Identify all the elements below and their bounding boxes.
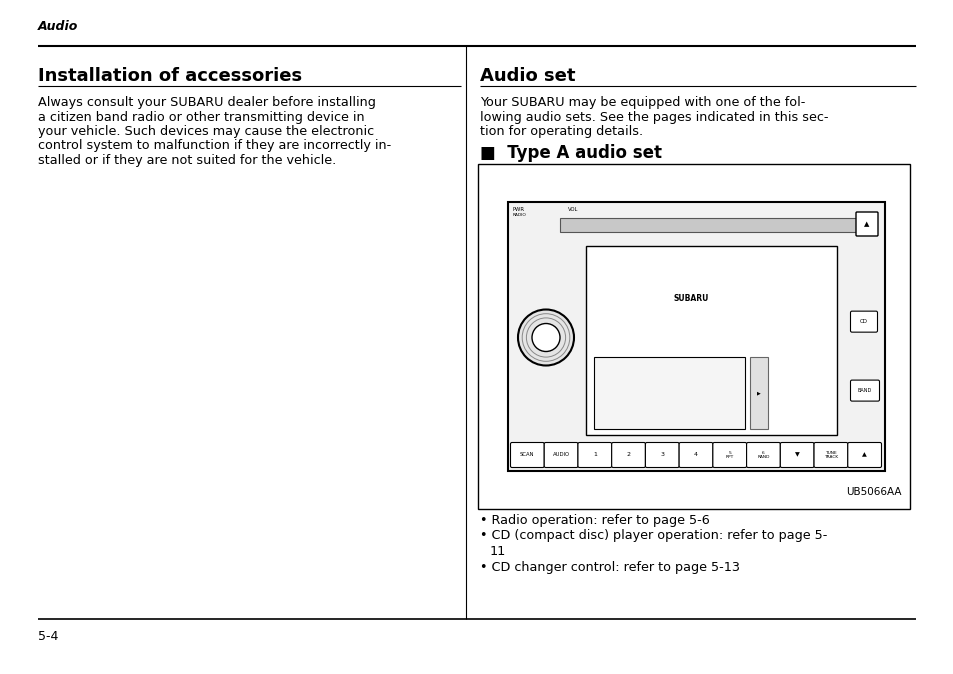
FancyBboxPatch shape <box>855 212 877 236</box>
Text: 11: 11 <box>490 545 506 558</box>
Text: Audio: Audio <box>38 20 78 33</box>
Text: BAND: BAND <box>857 388 871 393</box>
FancyBboxPatch shape <box>679 443 712 468</box>
Text: ■  Type A audio set: ■ Type A audio set <box>479 144 661 162</box>
Text: 3: 3 <box>659 452 663 458</box>
Text: Installation of accessories: Installation of accessories <box>38 67 302 85</box>
FancyBboxPatch shape <box>578 443 611 468</box>
Text: 1: 1 <box>592 452 597 458</box>
Text: AUDIO: AUDIO <box>552 452 569 458</box>
FancyBboxPatch shape <box>847 443 881 468</box>
FancyBboxPatch shape <box>780 443 813 468</box>
FancyBboxPatch shape <box>850 311 877 332</box>
Text: UB5066AA: UB5066AA <box>845 487 901 497</box>
Text: 6
RAND: 6 RAND <box>757 451 769 459</box>
Text: ▲: ▲ <box>862 452 866 458</box>
Text: lowing audio sets. See the pages indicated in this sec-: lowing audio sets. See the pages indicat… <box>479 111 827 123</box>
Text: Always consult your SUBARU dealer before installing: Always consult your SUBARU dealer before… <box>38 96 375 109</box>
Text: tion for operating details.: tion for operating details. <box>479 125 642 138</box>
FancyBboxPatch shape <box>543 443 578 468</box>
Text: SUBARU: SUBARU <box>673 295 708 303</box>
FancyBboxPatch shape <box>813 443 847 468</box>
Text: 2: 2 <box>626 452 630 458</box>
FancyBboxPatch shape <box>712 443 746 468</box>
Circle shape <box>532 324 559 352</box>
Text: TUNE
TRACK: TUNE TRACK <box>823 451 837 459</box>
Text: stalled or if they are not suited for the vehicle.: stalled or if they are not suited for th… <box>38 154 335 167</box>
FancyBboxPatch shape <box>510 443 543 468</box>
Bar <box>507 202 884 471</box>
Text: ▲: ▲ <box>863 221 869 227</box>
Bar <box>585 246 836 435</box>
Bar <box>559 218 864 232</box>
Text: 5-4: 5-4 <box>38 630 58 643</box>
FancyBboxPatch shape <box>611 443 645 468</box>
Text: Audio set: Audio set <box>479 67 575 85</box>
FancyBboxPatch shape <box>749 357 767 429</box>
Text: PWR: PWR <box>513 207 524 212</box>
Text: your vehicle. Such devices may cause the electronic: your vehicle. Such devices may cause the… <box>38 125 374 138</box>
Text: 5
RPT: 5 RPT <box>725 451 733 459</box>
Text: a citizen band radio or other transmitting device in: a citizen band radio or other transmitti… <box>38 111 364 123</box>
Text: control system to malfunction if they are incorrectly in-: control system to malfunction if they ar… <box>38 140 391 152</box>
Text: Your SUBARU may be equipped with one of the fol-: Your SUBARU may be equipped with one of … <box>479 96 804 109</box>
Text: • CD (compact disc) player operation: refer to page 5-: • CD (compact disc) player operation: re… <box>479 530 826 543</box>
FancyBboxPatch shape <box>850 380 879 401</box>
Circle shape <box>517 309 574 365</box>
Text: ▶: ▶ <box>756 391 760 396</box>
Text: ▼: ▼ <box>794 452 799 458</box>
FancyBboxPatch shape <box>746 443 780 468</box>
Text: • Radio operation: refer to page 5-6: • Radio operation: refer to page 5-6 <box>479 514 709 527</box>
Bar <box>594 357 744 429</box>
Text: RADIO: RADIO <box>513 213 526 217</box>
Text: • CD changer control: refer to page 5-13: • CD changer control: refer to page 5-13 <box>479 561 740 574</box>
Text: SCAN: SCAN <box>519 452 534 458</box>
Text: 4: 4 <box>693 452 698 458</box>
Text: VOL: VOL <box>567 207 578 212</box>
Bar <box>477 164 909 509</box>
FancyBboxPatch shape <box>645 443 679 468</box>
Text: CD: CD <box>859 319 867 324</box>
